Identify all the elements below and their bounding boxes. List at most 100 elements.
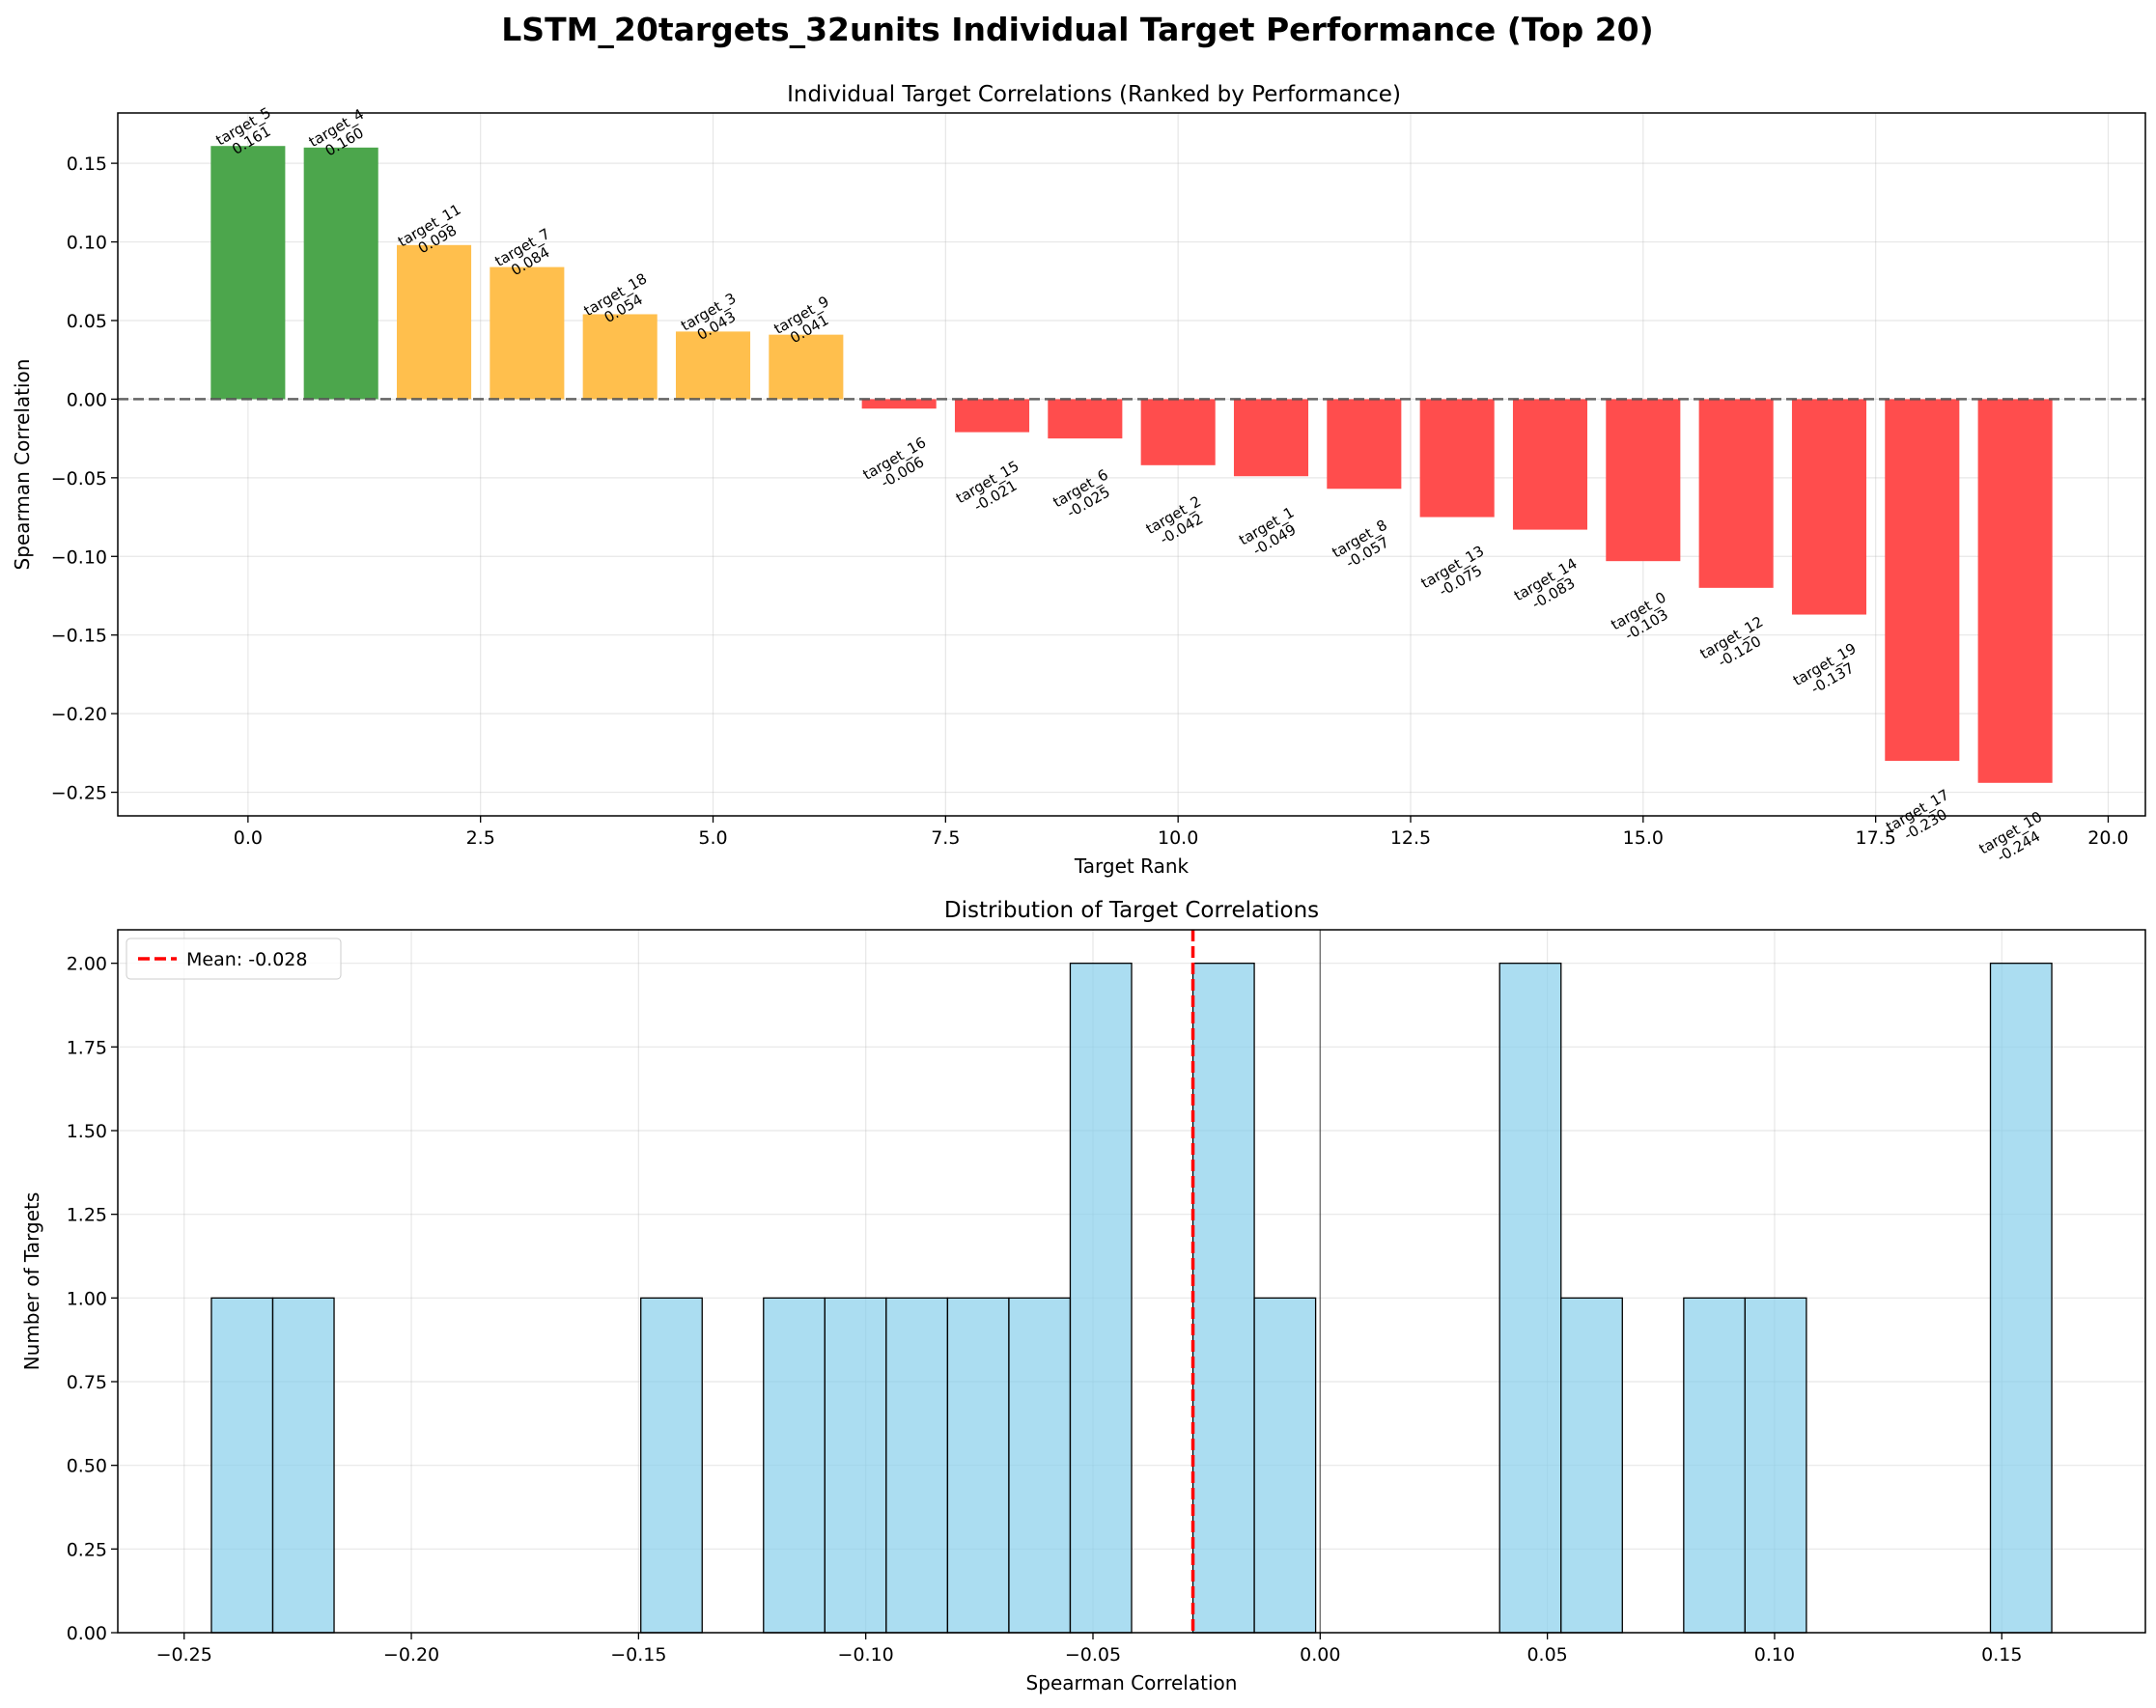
bar-target_18 [582,314,658,400]
y-tick-label: 0.75 [67,1372,107,1393]
bar-target_17 [1885,399,1960,761]
bar-annotation: target_8-0.057 [1329,517,1398,575]
histogram-bars [210,963,2053,1634]
bar-target_15 [954,399,1030,433]
bar-target_13 [1419,399,1495,518]
y-tick-label: 0.50 [67,1456,107,1477]
bar-target_14 [1512,399,1588,530]
x-tick-label: 7.5 [931,827,960,849]
bar-annotation: target_14-0.083 [1511,555,1588,619]
y-tick-label: −0.10 [51,546,107,568]
histogram-bin [885,1297,949,1634]
histogram-bin [1008,1297,1072,1634]
histogram-bin [1191,963,1255,1634]
y-tick-label: 1.50 [67,1121,107,1142]
bar-annotation: target_19-0.137 [1790,639,1867,703]
histogram-bin [1683,1297,1747,1634]
histogram-title: Distribution of Target Correlations [944,898,1319,923]
legend-mean-label: Mean: -0.028 [186,949,307,970]
bar-annotation: target_1-0.049 [1236,504,1305,563]
histogram-bin [1498,963,1562,1634]
histogram-x-ticks: −0.25 −0.20 −0.15 −0.10 −0.05 0.00 0.05 0.10 0.1… [156,1633,2022,1666]
x-tick-label: −0.20 [383,1644,439,1666]
bar-target_0 [1606,399,1681,562]
bar-chart-axes: Individual Target Correlations (Ranked b… [11,82,2146,878]
x-tick-label: −0.10 [838,1644,894,1666]
figure-suptitle: LSTM_20targets_32units Individual Target… [501,11,1653,48]
x-tick-label: 15.0 [1623,827,1664,849]
histogram-bin [210,1297,274,1634]
bar-chart-y-label: Spearman Correlation [11,359,34,571]
bar-annotation: target_0-0.103 [1608,588,1677,647]
bar-value-labels: target_50.161 target_40.160target_110.098… [212,104,2054,872]
bar-target_3 [675,331,751,400]
histogram-reference-lines [1190,930,1322,1633]
x-tick-label: 0.00 [1300,1644,1340,1666]
bar-target_1 [1233,399,1309,477]
histogram-bin [763,1297,826,1634]
y-tick-label: 1.25 [67,1205,107,1226]
bar-target_6 [1048,399,1123,439]
bar-chart-bars [210,146,2053,783]
y-tick-label: −0.05 [51,468,107,490]
bar-target_11 [396,244,472,400]
bar-chart-frame [117,112,2146,817]
histogram-bin [271,1297,335,1634]
y-tick-label: 2.00 [67,954,107,975]
x-tick-label: 5.0 [698,827,727,849]
y-tick-label: 0.05 [67,311,107,332]
histogram-bin [1069,963,1133,1634]
x-tick-label: 0.15 [1981,1644,2022,1666]
histogram-frame [117,929,2146,1634]
y-tick-label: 0.25 [67,1539,107,1560]
y-tick-label: 0.10 [67,233,107,254]
y-tick-label: 1.00 [67,1288,107,1309]
x-tick-label: 2.5 [466,827,495,849]
histogram-bin [1253,1297,1317,1634]
bar-chart-title: Individual Target Correlations (Ranked b… [787,82,1401,107]
histogram-bin [946,1297,1010,1634]
x-tick-label: −0.15 [610,1644,666,1666]
x-tick-label: −0.05 [1065,1644,1121,1666]
bar-annotation: target_12-0.120 [1697,613,1775,677]
bar-target_2 [1140,399,1216,465]
histogram-bin [1560,1297,1623,1634]
bar-target_10 [1977,399,2053,783]
y-tick-label: 0.00 [67,1623,107,1644]
x-tick-label: 17.5 [1855,827,1895,849]
bar-target_9 [769,334,844,400]
bar-target_12 [1698,399,1774,588]
bar-target_4 [303,147,378,400]
bar-annotation: target_10-0.244 [1976,808,2054,872]
y-tick-label: 0.15 [67,154,107,175]
bar-target_19 [1791,399,1867,615]
x-tick-label: 0.05 [1526,1644,1567,1666]
x-tick-label: 10.0 [1158,827,1198,849]
bar-target_7 [490,266,565,400]
bar-target_16 [861,399,937,409]
bar-target_5 [210,146,286,400]
histogram-y-label: Number of Targets [20,1192,43,1371]
bar-chart-x-ticks: 0.0 2.5 5.0 7.5 10.0 12.5 15.0 17.5 20.0 [234,816,2129,849]
legend-box [126,938,342,980]
bar-annotation: target_16-0.006 [860,434,938,497]
histogram-axes: Distribution of Target Correlations −0.2… [20,898,2146,1694]
y-tick-label: −0.20 [51,704,107,725]
y-tick-label: −0.15 [51,626,107,647]
x-tick-label: 12.5 [1390,827,1431,849]
x-tick-label: 20.0 [2087,827,2128,849]
histogram-y-ticks: 0.00 0.25 0.50 0.75 1.00 1.25 1.50 1.75 2.00 [67,954,118,1644]
histogram-bin [1989,963,2053,1634]
histogram-bin [640,1297,703,1634]
x-tick-label: 0.0 [234,827,263,849]
histogram-bin [824,1297,887,1634]
x-tick-label: −0.25 [156,1644,212,1666]
y-tick-label: 1.75 [67,1037,107,1058]
histogram-legend: Mean: -0.028 [126,938,342,980]
y-tick-label: 0.00 [67,389,107,410]
bar-chart-y-ticks: −0.25 −0.20 −0.15 −0.10 −0.05 0.00 0.05 0.10 0.1… [51,154,118,804]
y-tick-label: −0.25 [51,783,107,804]
bar-target_8 [1327,399,1402,490]
histogram-x-label: Spearman Correlation [1026,1671,1238,1694]
bar-annotation: target_6-0.025 [1050,465,1119,524]
